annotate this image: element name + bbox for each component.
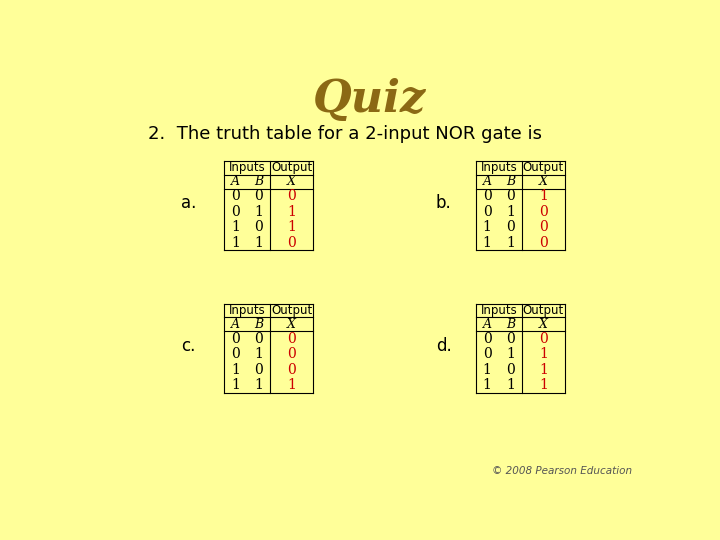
- Text: Inputs: Inputs: [480, 161, 517, 174]
- Text: Inputs: Inputs: [228, 304, 265, 317]
- Text: 1: 1: [231, 378, 240, 392]
- Text: 0: 0: [254, 332, 263, 346]
- Text: 1: 1: [482, 235, 492, 249]
- Text: 1: 1: [539, 378, 548, 392]
- Text: B: B: [506, 176, 515, 188]
- Text: B: B: [506, 318, 515, 331]
- Text: 0: 0: [506, 363, 515, 377]
- Text: 1: 1: [254, 378, 263, 392]
- Text: 1: 1: [254, 347, 263, 361]
- Text: 1: 1: [506, 347, 515, 361]
- Text: 0: 0: [254, 363, 263, 377]
- Text: B: B: [254, 176, 263, 188]
- Text: 0: 0: [287, 363, 296, 377]
- Text: 0: 0: [539, 220, 548, 234]
- Text: 1: 1: [539, 190, 548, 204]
- Text: 1: 1: [539, 347, 548, 361]
- Text: 0: 0: [483, 332, 492, 346]
- Text: 0: 0: [254, 190, 263, 204]
- Text: 1: 1: [287, 220, 296, 234]
- Text: 1: 1: [287, 378, 296, 392]
- Text: 0: 0: [231, 347, 240, 361]
- Text: Output: Output: [271, 161, 312, 174]
- Text: 1: 1: [231, 235, 240, 249]
- Text: 0: 0: [506, 220, 515, 234]
- Text: Output: Output: [523, 304, 564, 317]
- Text: 0: 0: [254, 220, 263, 234]
- Text: 1: 1: [254, 205, 263, 219]
- Text: X: X: [287, 176, 296, 188]
- Text: A: A: [231, 318, 240, 331]
- Text: 1: 1: [482, 220, 492, 234]
- Text: 0: 0: [539, 205, 548, 219]
- Text: Output: Output: [271, 304, 312, 317]
- Text: a.: a.: [181, 194, 197, 212]
- Text: 0: 0: [287, 190, 296, 204]
- Text: 0: 0: [483, 205, 492, 219]
- Text: X: X: [539, 176, 548, 188]
- Text: b.: b.: [436, 194, 451, 212]
- Text: 0: 0: [506, 190, 515, 204]
- Text: 1: 1: [231, 220, 240, 234]
- Text: 0: 0: [539, 235, 548, 249]
- Text: d.: d.: [436, 337, 451, 355]
- Text: 1: 1: [506, 378, 515, 392]
- Text: A: A: [482, 318, 492, 331]
- Text: Inputs: Inputs: [480, 304, 517, 317]
- Text: 1: 1: [287, 205, 296, 219]
- Text: 2.  The truth table for a 2-input NOR gate is: 2. The truth table for a 2-input NOR gat…: [148, 125, 542, 143]
- Text: 1: 1: [506, 205, 515, 219]
- Text: 1: 1: [539, 363, 548, 377]
- Text: A: A: [482, 176, 492, 188]
- Text: Output: Output: [523, 161, 564, 174]
- Text: X: X: [539, 318, 548, 331]
- Text: 0: 0: [483, 347, 492, 361]
- Text: 0: 0: [287, 235, 296, 249]
- Text: X: X: [287, 318, 296, 331]
- Text: Inputs: Inputs: [228, 161, 265, 174]
- Text: Quiz: Quiz: [312, 78, 426, 121]
- Text: 1: 1: [231, 363, 240, 377]
- Text: 0: 0: [483, 190, 492, 204]
- Text: 1: 1: [506, 235, 515, 249]
- Text: A: A: [231, 176, 240, 188]
- Text: 1: 1: [482, 378, 492, 392]
- Text: 0: 0: [231, 332, 240, 346]
- Text: © 2008 Pearson Education: © 2008 Pearson Education: [492, 467, 632, 476]
- Text: 0: 0: [231, 205, 240, 219]
- Text: 0: 0: [539, 332, 548, 346]
- Text: 1: 1: [254, 235, 263, 249]
- Text: 0: 0: [506, 332, 515, 346]
- Text: B: B: [254, 318, 263, 331]
- Text: 1: 1: [482, 363, 492, 377]
- Text: 0: 0: [231, 190, 240, 204]
- Text: 0: 0: [287, 332, 296, 346]
- Text: c.: c.: [181, 337, 196, 355]
- Text: 0: 0: [287, 347, 296, 361]
